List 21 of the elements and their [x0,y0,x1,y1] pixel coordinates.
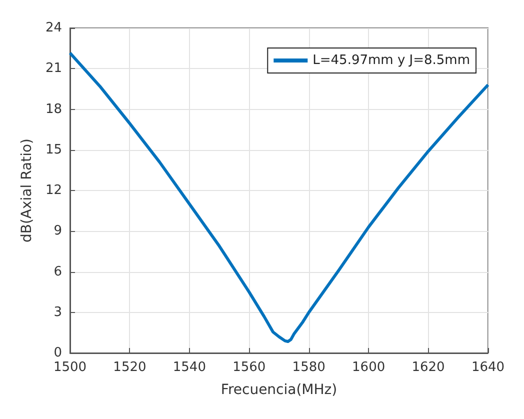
y-tick-label: 21 [45,61,62,76]
x-tick-label: 1520 [113,360,146,375]
y-tick-label: 9 [54,224,62,239]
x-axis-title: Frecuencia(MHz) [220,382,338,398]
x-tick-label: 1500 [53,360,87,375]
y-tick-label: 3 [54,304,62,320]
x-tick-label: 1540 [172,360,206,375]
x-tick-label: 1620 [412,360,445,375]
x-tick-label: 1560 [232,360,266,375]
x-tick-label: 1640 [471,360,505,375]
y-axis-title: dB(Axial Ratio) [19,138,35,243]
y-tick-label: 0 [54,346,62,360]
y-tick-label: 18 [45,102,62,117]
y-tick-label: 15 [45,142,62,158]
y-tick-label: 12 [45,183,62,198]
x-tick-label: 1600 [352,360,386,375]
x-tick-label: 1580 [292,360,326,375]
y-tick-label: 24 [45,20,62,36]
legend-label: L=45.97mm y J=8.5mm [312,53,470,68]
y-tick-label: 6 [54,264,62,280]
line-series [68,52,490,343]
